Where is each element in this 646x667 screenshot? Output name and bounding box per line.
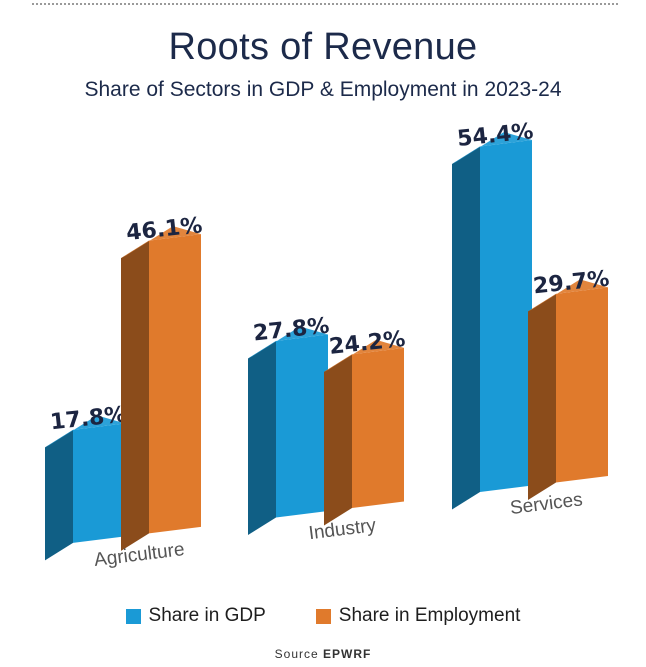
legend: Share in GDP Share in Employment (0, 605, 646, 627)
source-name: EPWRF (323, 647, 372, 661)
top-dotted-rule (32, 3, 618, 5)
source-label: Source (274, 647, 319, 661)
legend-item-employment: Share in Employment (315, 605, 521, 627)
bar-chart: 17.8%46.1%Agriculture27.8%24.2%Industry5… (45, 119, 611, 571)
bar-top-agriculture-employment (121, 226, 201, 259)
category-label-services: Services (509, 489, 584, 519)
bar-top-industry-gdp (248, 326, 328, 359)
legend-item-gdp: Share in GDP (125, 605, 266, 627)
bar-agriculture-employment (149, 234, 201, 534)
bar-industry-employment (352, 347, 404, 508)
bar-side-industry-gdp (248, 340, 276, 535)
bar-services-gdp (480, 140, 532, 492)
bar-top-agriculture-gdp (45, 415, 125, 448)
bar-top-services-gdp (452, 132, 532, 165)
chart-title: Roots of Revenue (168, 26, 478, 68)
bar-side-agriculture-gdp (45, 429, 73, 561)
bar-top-services-employment (528, 279, 608, 312)
bar-side-agriculture-employment (121, 240, 149, 551)
bar-side-services-gdp (452, 146, 480, 510)
bar-agriculture-gdp (73, 423, 125, 543)
legend-swatch-employment (315, 608, 331, 624)
category-label-industry: Industry (308, 515, 378, 544)
legend-swatch-gdp (125, 608, 141, 624)
bar-top-industry-employment (324, 339, 404, 372)
chart-subtitle: Share of Sectors in GDP & Employment in … (84, 78, 562, 101)
bar-side-industry-employment (324, 354, 352, 526)
legend-label-gdp: Share in GDP (148, 605, 266, 626)
bar-industry-gdp (276, 334, 328, 518)
legend-label-employment: Share in Employment (338, 605, 521, 626)
category-label-agriculture: Agriculture (93, 539, 186, 571)
bar-services-employment (556, 287, 608, 483)
bar-side-services-employment (528, 293, 556, 500)
source-note: Source EPWRF (0, 647, 646, 661)
